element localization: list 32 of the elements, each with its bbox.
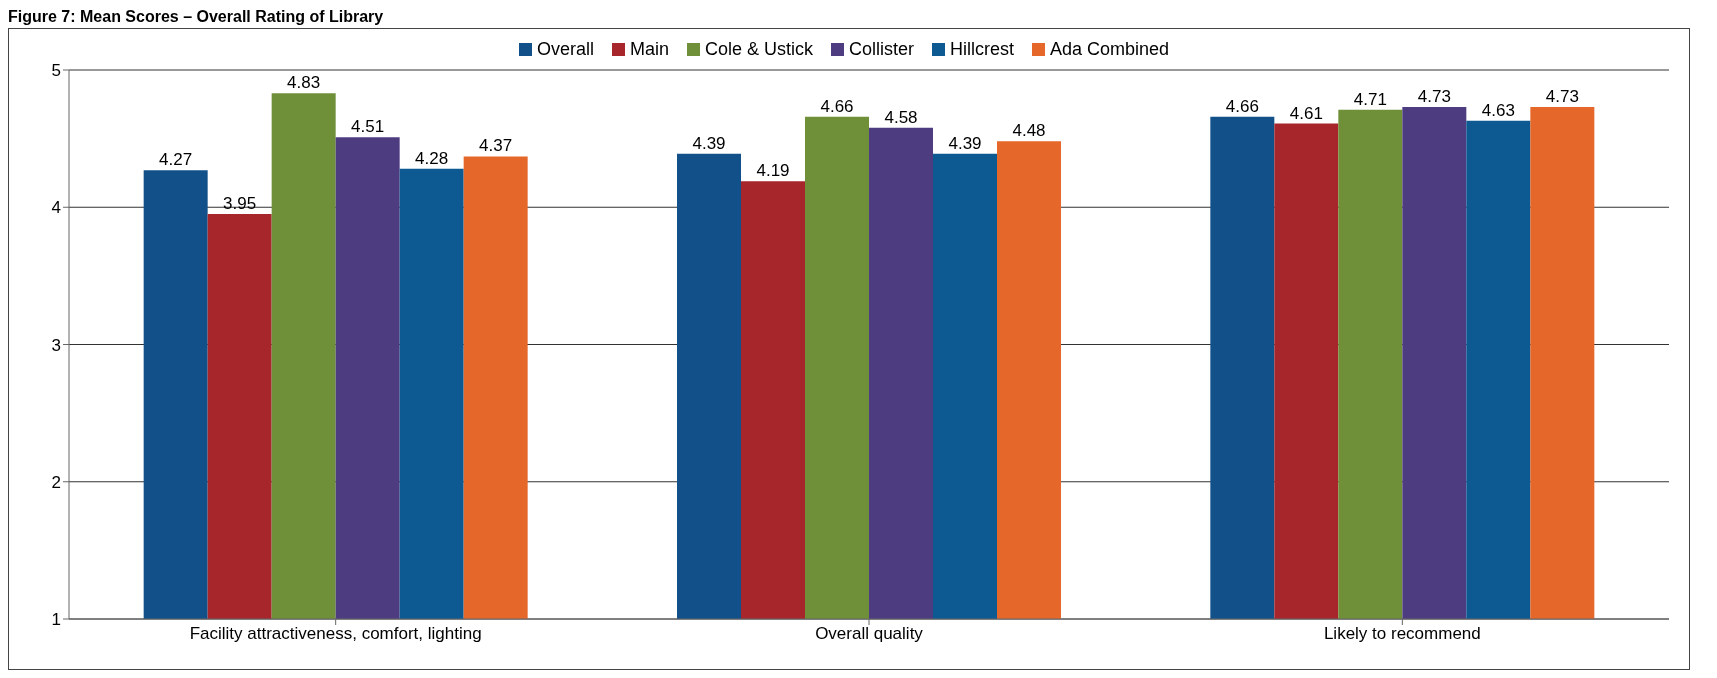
x-tick-label: Likely to recommend (1323, 624, 1481, 644)
legend-label: Main (629, 39, 669, 60)
data-label: 4.61 (1289, 103, 1323, 123)
legend-label: Collister (848, 39, 914, 60)
legend-label: Overall (536, 39, 594, 60)
data-label: 4.63 (1481, 100, 1515, 120)
data-label: 4.39 (948, 133, 982, 153)
data-label: 4.27 (159, 150, 193, 170)
y-tick-label: 4 (51, 198, 61, 218)
y-tick-label: 2 (51, 472, 61, 492)
y-tick-label: 3 (51, 335, 61, 355)
chart-title: Figure 7: Mean Scores – Overall Rating of Library (8, 8, 385, 27)
data-label: 4.37 (479, 136, 513, 156)
x-tick-label: Overall quality (815, 624, 924, 644)
data-label: 4.73 (1545, 87, 1579, 107)
data-label: 4.39 (692, 133, 726, 153)
data-label: 4.51 (351, 117, 385, 137)
data-label: 4.66 (820, 96, 854, 116)
y-tick-label: 1 (51, 610, 61, 630)
x-tick-label: Facility attractiveness, comfort, lighting (189, 624, 482, 644)
legend-label: Hillcrest (949, 39, 1014, 60)
data-label: 4.83 (287, 73, 321, 93)
data-label: 4.73 (1417, 87, 1451, 107)
legend-label: Ada Combined (1050, 39, 1170, 60)
y-tick-label: 5 (51, 61, 61, 81)
legend-label: Cole & Ustick (704, 39, 813, 60)
data-label: 4.48 (1012, 121, 1046, 141)
data-label: 4.58 (884, 107, 918, 127)
data-label: 4.66 (1225, 96, 1259, 116)
data-label: 4.71 (1353, 89, 1387, 109)
data-label: 4.28 (415, 148, 449, 168)
data-label: 4.19 (756, 161, 790, 181)
